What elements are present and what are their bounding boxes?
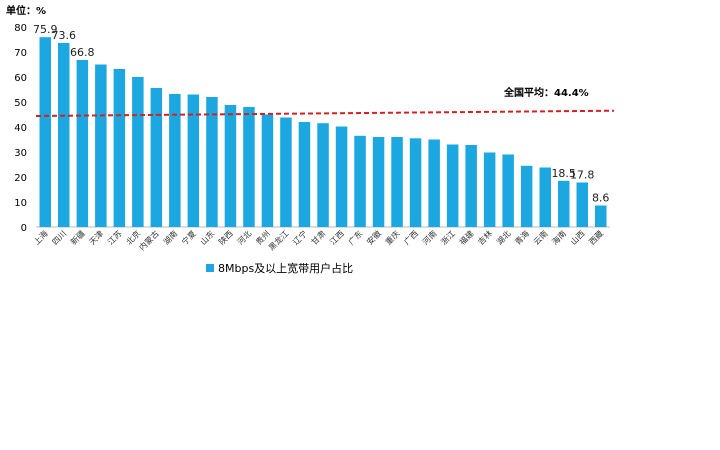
y-tick-label: 50 (14, 98, 27, 109)
category-label: 重庆 (383, 228, 401, 246)
bar (409, 138, 422, 228)
bar (187, 94, 200, 227)
bar (354, 135, 366, 228)
data-label: 18.5 (551, 167, 576, 180)
category-label: 天津 (87, 228, 105, 246)
category-label: 西藏 (587, 228, 605, 246)
bar (169, 94, 181, 227)
bar (317, 123, 329, 227)
category-label: 内蒙古 (137, 228, 161, 252)
bar (391, 137, 403, 227)
category-label: 新疆 (68, 228, 86, 246)
bar (558, 180, 570, 228)
category-label: 辽宁 (291, 228, 309, 246)
y-tick-label: 40 (14, 123, 27, 134)
bar (595, 205, 607, 227)
category-label: 浙江 (439, 228, 457, 246)
category-label: 宁夏 (179, 228, 197, 246)
bar (261, 114, 274, 227)
bar (298, 122, 311, 227)
bar (335, 126, 348, 227)
category-label: 云南 (531, 228, 549, 246)
y-tick-label: 80 (14, 23, 27, 34)
average-label: 全国平均：44.4% (503, 86, 589, 99)
legend-label: 8Mbps及以上宽带用户占比 (218, 261, 353, 275)
bar (95, 64, 107, 227)
y-tick-label: 20 (14, 173, 27, 184)
category-label: 江西 (328, 229, 346, 247)
category-label: 福建 (457, 228, 475, 246)
category-label: 广东 (346, 228, 364, 246)
category-label: 上海 (31, 228, 49, 246)
y-tick-label: 70 (14, 48, 27, 59)
bars (39, 37, 607, 228)
data-label: 17.8 (570, 169, 595, 182)
category-label: 甘肃 (309, 228, 327, 246)
bar (150, 88, 163, 227)
category-label: 安徽 (365, 228, 383, 246)
category-label: 山西 (568, 228, 586, 246)
data-labels: 75.973.6 66.8 18.517.8 8.6 (33, 23, 609, 204)
bar (224, 105, 237, 227)
bar (113, 69, 126, 227)
data-label: 8.6 (592, 192, 610, 205)
bar (132, 77, 144, 227)
category-label: 河北 (235, 228, 253, 246)
average-line (35, 109, 615, 117)
y-tick-label: 0 (21, 223, 27, 234)
data-label: 75.9 (33, 23, 58, 36)
category-label: 湖北 (495, 229, 513, 247)
bar (372, 137, 385, 227)
bar (520, 165, 533, 228)
bar (243, 107, 255, 227)
bar (206, 97, 218, 227)
category-label: 江苏 (105, 228, 123, 246)
category-label: 河南 (420, 228, 438, 246)
category-label: 山东 (198, 228, 216, 246)
category-label: 广西 (402, 228, 420, 246)
category-label: 青海 (513, 228, 531, 246)
bar (76, 60, 89, 227)
unit-label: 单位：% (6, 4, 46, 17)
bar (446, 144, 459, 227)
bar (539, 167, 551, 227)
bar (58, 43, 70, 227)
bar (280, 117, 292, 227)
bar (483, 152, 496, 227)
category-label: 四川 (51, 229, 69, 247)
category-label: 吉林 (476, 228, 494, 246)
bar (465, 145, 477, 227)
y-tick-label: 60 (14, 73, 27, 84)
bar (428, 139, 440, 227)
y-tick-label: 30 (14, 148, 27, 159)
bar (576, 182, 588, 227)
category-label: 湖南 (161, 228, 179, 246)
data-label: 66.8 (70, 46, 95, 59)
y-tick-label: 10 (14, 198, 27, 209)
data-label: 73.6 (52, 29, 77, 42)
bar (39, 37, 51, 228)
category-label: 海南 (550, 228, 568, 246)
legend: 8Mbps及以上宽带用户占比 (206, 261, 353, 275)
category-label: 黑龙江 (266, 228, 290, 252)
legend-swatch (206, 264, 214, 272)
category-label: 陕西 (216, 228, 234, 246)
bar (502, 154, 514, 227)
